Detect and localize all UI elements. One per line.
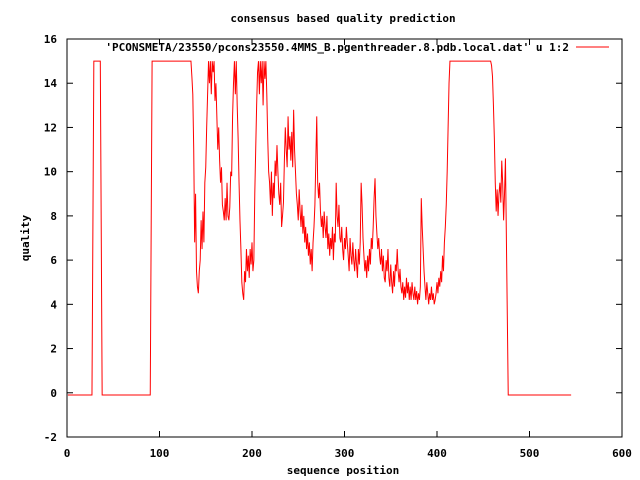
y-tick-label: -2 [44, 431, 57, 444]
series-layer [67, 60, 572, 396]
axis-ticks [66, 38, 623, 438]
y-tick-label: 6 [50, 254, 57, 267]
y-tick-label: 12 [44, 121, 57, 134]
x-tick-label: 500 [520, 447, 540, 460]
x-axis-label: sequence position [287, 464, 400, 477]
x-tick-label: 400 [427, 447, 447, 460]
x-tick-label: 200 [242, 447, 262, 460]
x-tick-label: 0 [64, 447, 71, 460]
y-tick-label: 4 [50, 298, 57, 311]
legend: 'PCONSMETA/23550/pcons23550.4MMS_B.pgent… [105, 41, 609, 54]
axis-tick-labels: 0 100 200 300 400 500 600 -2 0 2 4 6 8 10 12 14 16 [44, 33, 632, 460]
y-axis-label: quality [19, 214, 32, 261]
legend-label: 'PCONSMETA/23550/pcons23550.4MMS_B.pgent… [105, 41, 569, 54]
series-line [67, 60, 572, 396]
y-tick-label: 2 [50, 343, 57, 356]
y-tick-label: 16 [44, 33, 58, 46]
chart-title: consensus based quality prediction [230, 12, 455, 25]
y-tick-label: 8 [50, 210, 57, 223]
y-tick-label: 10 [44, 166, 57, 179]
x-tick-label: 100 [150, 447, 170, 460]
x-tick-label: 600 [612, 447, 632, 460]
y-tick-label: 14 [44, 77, 58, 90]
x-tick-label: 300 [335, 447, 355, 460]
y-tick-label: 0 [50, 387, 57, 400]
